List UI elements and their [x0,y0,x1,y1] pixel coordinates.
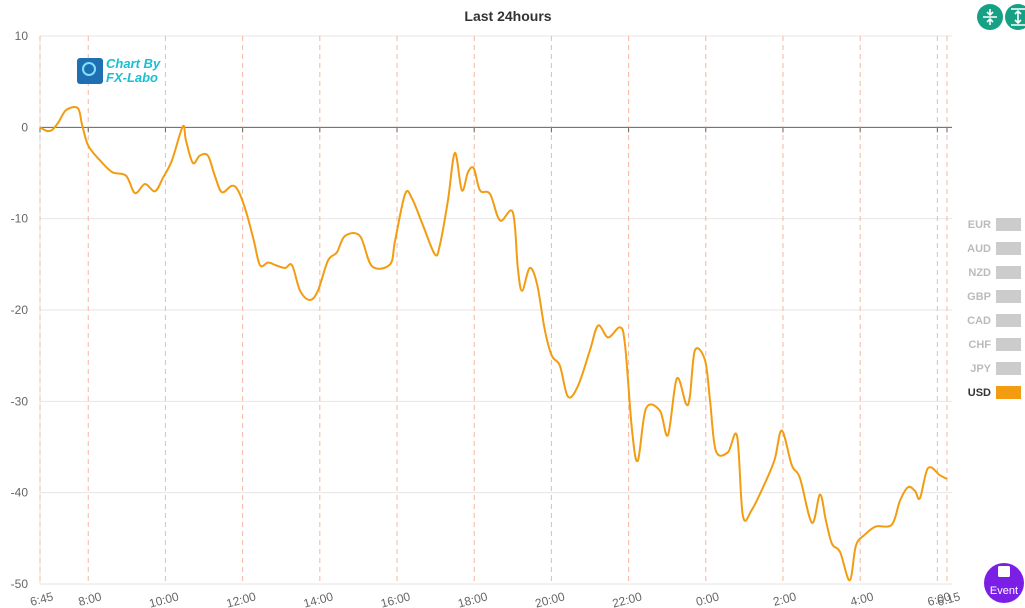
legend-swatch [996,386,1021,399]
legend-swatch [996,290,1021,303]
y-tick-label: -40 [11,486,29,500]
chart-title: Last 24hours [464,8,551,24]
y-tick-label: -30 [11,394,29,408]
y-tick-label: 10 [15,29,29,43]
expand-button[interactable] [1005,4,1025,30]
x-tick-label: 14:00 [302,589,335,608]
event-label: Event [990,585,1018,597]
x-tick-label: 6:00 [926,589,952,608]
x-tick-label: 12:00 [225,589,258,608]
toolbar [977,4,1025,30]
y-tick-label: 0 [21,120,28,134]
expand-icon [1011,8,1025,26]
legend-label: CAD [967,315,991,327]
event-button[interactable]: Event [984,563,1024,603]
y-tick-label: -20 [11,303,29,317]
x-tick-label: 4:00 [849,589,875,608]
zoom-icon [983,9,997,25]
x-tick-label: 8:00 [77,589,103,608]
y-tick-label: -10 [11,212,29,226]
legend-swatch [996,218,1021,231]
legend-swatch [996,242,1021,255]
legend-label: CHF [968,339,991,351]
legend-label: EUR [968,219,991,231]
x-tick-label: 6:45 [29,589,55,608]
legend-swatch [996,314,1021,327]
legend: EUR AUD NZD GBP CAD CHF JPY USD [967,218,1021,399]
logo-text: Chart By [106,56,161,71]
x-tick-label: 16:00 [379,589,412,608]
event-icon [998,566,1010,577]
legend-swatch [996,266,1021,279]
x-tick-label: 2:00 [772,589,798,608]
event-circle[interactable] [984,563,1024,603]
x-tick-label: 0:00 [694,589,720,608]
legend-label: AUD [967,243,991,255]
legend-label: USD [968,387,991,399]
legend-label: NZD [968,267,991,279]
y-tick-label: -50 [11,577,29,591]
legend-swatch [996,338,1021,351]
x-tick-label: 10:00 [148,589,181,608]
x-tick-label: 6:15 [936,589,962,608]
legend-label: JPY [970,363,991,375]
x-tick-label: 22:00 [611,589,644,608]
x-tick-label: 20:00 [534,589,567,608]
line-series [39,106,948,582]
plot: 10 0 -10 -20 -30 -40 -506:45 8:00 10:00 12:00 14:0… [11,29,962,608]
logo-lens [82,62,96,76]
legend-swatch [996,362,1021,375]
x-tick-label: 18:00 [456,589,489,608]
logo-text: FX-Labo [106,70,158,85]
logo-icon [77,58,103,84]
legend-label: GBP [967,291,991,303]
logo: Chart By FX-Labo [77,56,161,85]
